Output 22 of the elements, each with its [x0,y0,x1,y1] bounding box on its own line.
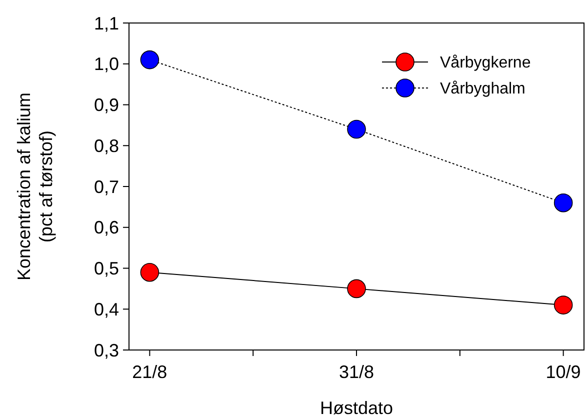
y-tick-label: 0,4 [94,299,119,320]
x-tick-label: 10/9 [546,362,581,382]
y-tick-label: 0,9 [94,95,119,116]
legend-label: Vårbyghalm [440,80,526,98]
point [554,296,573,314]
point [140,262,160,282]
y-tick-label: 0,7 [94,176,119,197]
y-tick-label: 1,1 [94,13,119,34]
y-tick-label: 0,6 [94,218,119,238]
y-axis-title: Koncentration af kalium (pct af tørstof) [14,92,56,281]
y-tick-label: 1,0 [94,54,119,74]
x-tick-label: 31/8 [338,362,374,382]
point [140,50,160,70]
y-tick-label: 0,5 [94,258,119,279]
point [347,120,366,139]
x-axis-title: Høstdato [320,398,394,418]
legend-label: Vårbygkerne [440,54,531,72]
point [554,193,573,212]
y-tick-label: 0,8 [94,136,119,156]
y-tick-label: 0,3 [94,340,119,360]
point [347,279,366,298]
x-tick-label: 21/8 [132,362,168,382]
